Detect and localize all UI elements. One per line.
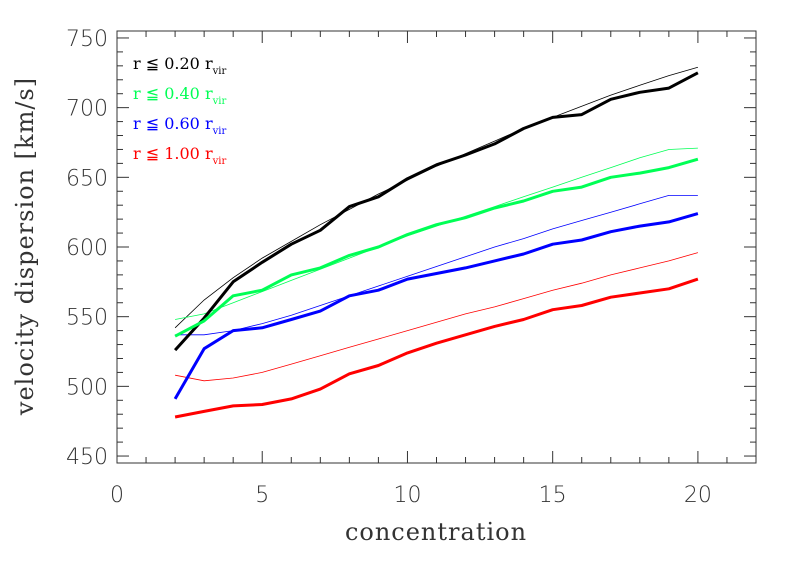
- x-tick-labels: 0 5 10 15 20: [110, 483, 712, 508]
- x-axis-label: concentration: [345, 518, 527, 546]
- legend-subscript-1: vir: [212, 96, 227, 107]
- x-tick-label-4: 20: [684, 483, 712, 508]
- legend: r ≦ 0.20 rvir r ≦ 0.40 rvir r ≦ 0.60 rvir r…: [133, 54, 226, 167]
- series-line-3: [174, 277, 699, 419]
- y-axis-label: velocity dispersion [km/s]: [11, 77, 39, 416]
- y-tick-label-0: 450: [66, 445, 108, 470]
- x-tick-label-2: 10: [393, 483, 421, 508]
- fit-line-1: [175, 147, 698, 320]
- legend-subscript-3: vir: [212, 156, 227, 167]
- legend-entry-3: r ≦ 1.00 rvir: [133, 144, 226, 167]
- y-tick-label-6: 750: [66, 27, 108, 52]
- legend-subscript-2: vir: [212, 126, 227, 137]
- x-tick-label-3: 15: [539, 483, 567, 508]
- fit-line-0: [174, 66, 699, 329]
- legend-entry-0: r ≦ 0.20 rvir: [133, 54, 226, 77]
- y-tick-label-1: 500: [66, 375, 108, 400]
- y-tick-label-2: 550: [66, 306, 108, 331]
- y-tick-labels: 450 500 550 600 650 700 750: [66, 27, 108, 470]
- x-tick-label-0: 0: [110, 483, 124, 508]
- fit-line-3: [175, 252, 699, 382]
- series-line-2: [173, 212, 699, 400]
- axis-ticks: [116, 31, 756, 463]
- y-tick-label-3: 600: [66, 236, 108, 261]
- data-lines: [173, 71, 699, 419]
- fit-line-2: [175, 194, 698, 336]
- x-tick-label-1: 5: [255, 483, 269, 508]
- legend-subscript-0: vir: [212, 66, 227, 77]
- legend-entry-2: r ≦ 0.60 rvir: [133, 114, 226, 137]
- series-line-1: [174, 157, 699, 338]
- series-line-0: [173, 71, 699, 352]
- y-tick-label-5: 700: [66, 97, 108, 122]
- y-tick-label-4: 650: [66, 166, 108, 191]
- legend-entry-1: r ≦ 0.40 rvir: [133, 84, 226, 107]
